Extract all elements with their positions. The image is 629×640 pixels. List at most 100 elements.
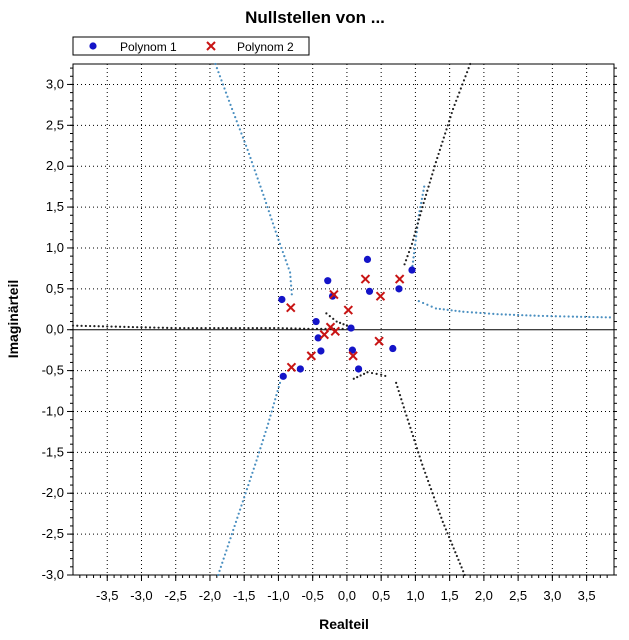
trace-point <box>584 315 587 318</box>
polynom-1-root <box>317 347 325 355</box>
trace-point <box>596 316 599 319</box>
trace-point <box>592 315 595 319</box>
polynom-2-root-stroke <box>375 291 386 301</box>
trace-point <box>230 533 233 536</box>
trace-point <box>412 256 415 259</box>
trace-point <box>500 313 503 316</box>
trace-point <box>546 314 549 318</box>
trace-point <box>440 144 443 147</box>
chart-title: Nullstellen von ... <box>245 8 385 27</box>
trace-point <box>442 136 445 139</box>
x-tick-label: -2,5 <box>165 588 187 603</box>
trace-point <box>465 71 469 74</box>
y-tick-label: -1,0 <box>42 403 64 418</box>
trace-point <box>230 326 233 330</box>
trace-point <box>550 315 553 318</box>
polynom-2-root <box>374 336 384 346</box>
trace-point <box>170 326 173 330</box>
trace-point <box>320 327 323 331</box>
trace-point <box>246 148 249 151</box>
trace-point <box>417 300 420 303</box>
polynom-2-root <box>286 302 296 313</box>
polynom-2-root-stroke <box>319 329 330 340</box>
trace-point <box>420 197 424 201</box>
trace-point <box>233 524 236 528</box>
trace-point <box>277 238 280 241</box>
trace-point <box>366 371 369 374</box>
trace-point <box>454 309 457 312</box>
trace-point <box>404 410 407 413</box>
trace-point <box>424 193 428 196</box>
trace-point <box>338 321 342 325</box>
trace-point <box>225 549 228 552</box>
trace-point <box>396 385 399 389</box>
trace-point <box>298 327 301 330</box>
polynom-2-root-stroke <box>325 322 336 332</box>
polynom-1-root <box>389 344 397 353</box>
polynom-2-root-stroke <box>330 326 340 337</box>
trace-point <box>237 124 240 127</box>
trace-point <box>414 239 417 242</box>
trace-point <box>409 246 412 250</box>
polynom-2-root <box>329 289 339 300</box>
trace-point <box>241 500 244 503</box>
trace-point <box>455 99 458 102</box>
polynom-1-root <box>278 295 286 304</box>
trace-point <box>409 426 412 429</box>
trace-point <box>213 326 216 330</box>
trace-point <box>455 554 458 558</box>
trace-point <box>256 455 259 458</box>
trace-point <box>294 327 297 330</box>
trace-point <box>290 293 293 296</box>
trace-point <box>567 315 570 318</box>
trace-point <box>161 326 164 329</box>
trace-point <box>245 488 249 491</box>
trace-point <box>252 165 255 168</box>
trace-point <box>508 313 512 316</box>
trace-point <box>558 315 562 318</box>
trace-point <box>427 185 430 188</box>
trace-point <box>259 185 262 188</box>
trace-point <box>249 475 253 478</box>
trace-point <box>277 385 280 389</box>
trace-point <box>423 197 426 201</box>
x-tick-label: -0,5 <box>301 588 323 603</box>
x-tick-label: -1,5 <box>233 588 255 603</box>
trace-point <box>403 263 406 266</box>
legend-label-polynom-1: Polynom 1 <box>120 40 177 54</box>
y-axis-label: Imaginärteil <box>5 280 21 359</box>
polynom-2-root-stroke <box>286 302 296 313</box>
trace-point <box>469 62 472 66</box>
trace-point <box>608 316 611 319</box>
trace-point <box>270 410 273 413</box>
root-traces <box>71 62 611 577</box>
trace-point <box>458 562 462 565</box>
trace-point <box>458 310 461 313</box>
trace-point <box>247 326 250 330</box>
trace-point <box>434 307 438 310</box>
trace-point <box>303 327 306 330</box>
y-tick-label: 1,5 <box>46 199 64 214</box>
trace-point <box>370 371 374 375</box>
x-axis-ticks: -3,5 -3,0 -2,5 -2,0 -1,5 -1,0 -0,5 0,0 0,5 1,0 1,5… <box>96 575 596 603</box>
trace-point <box>217 71 220 74</box>
trace-point <box>251 471 254 474</box>
trace-point <box>419 214 422 217</box>
trace-point <box>422 201 425 205</box>
trace-point <box>247 483 250 487</box>
trace-point <box>451 543 454 546</box>
trace-point <box>288 271 292 274</box>
trace-point <box>380 373 383 376</box>
trace-point <box>261 438 265 442</box>
trace-point <box>359 374 362 377</box>
trace-point <box>266 205 269 209</box>
trace-point <box>450 111 453 115</box>
trace-point <box>265 426 268 429</box>
trace-point <box>254 463 257 466</box>
trace-point <box>447 535 451 539</box>
trace-point <box>255 173 258 176</box>
trace-point <box>217 326 220 330</box>
trace-point <box>448 120 451 123</box>
trace-point <box>426 189 429 192</box>
trace-point <box>227 99 231 102</box>
